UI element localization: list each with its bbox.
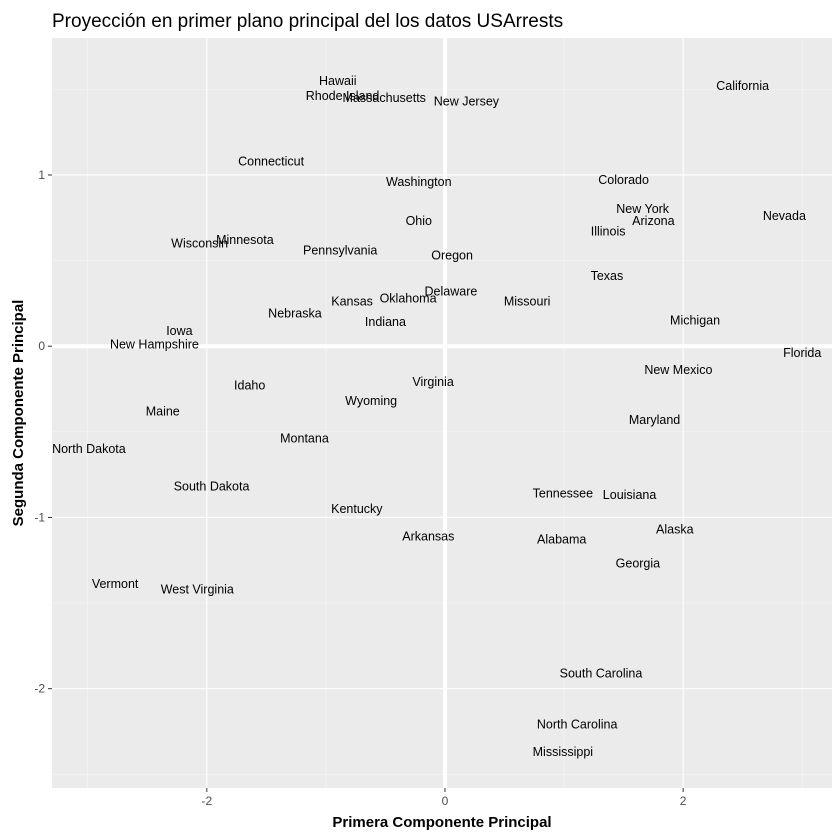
y-axis-title: Segunda Componente Principal	[10, 300, 27, 527]
state-label: Maryland	[629, 413, 680, 427]
state-label: Rhode Island	[306, 89, 380, 103]
state-label: Mississippi	[533, 745, 593, 759]
chart-title: Proyección en primer plano principal del…	[52, 11, 563, 32]
state-label: Wisconsin	[171, 236, 228, 250]
state-label: Kansas	[331, 295, 373, 309]
state-label: South Dakota	[174, 480, 250, 494]
state-label: California	[716, 79, 769, 93]
state-label: Nebraska	[268, 307, 322, 321]
state-label: New York	[616, 202, 670, 216]
state-label: Oklahoma	[380, 291, 437, 305]
state-label: Oregon	[431, 248, 473, 262]
state-label: Vermont	[92, 577, 139, 591]
y-tick-label: -1	[34, 510, 45, 524]
state-label: Pennsylvania	[303, 243, 377, 257]
state-label: Montana	[280, 432, 329, 446]
state-label: North Carolina	[537, 718, 618, 732]
state-label: Missouri	[504, 295, 551, 309]
state-label: Delaware	[425, 284, 478, 298]
y-tick-label: 1	[38, 168, 45, 182]
state-label: North Dakota	[52, 442, 126, 456]
state-label: Texas	[591, 269, 624, 283]
state-label: West Virginia	[161, 582, 234, 596]
state-label: New Hampshire	[110, 338, 199, 352]
state-label: Illinois	[591, 224, 626, 238]
state-label: Connecticut	[238, 154, 305, 168]
y-tick-label: 0	[38, 339, 45, 353]
state-label: Iowa	[166, 324, 192, 338]
x-tick-label: 2	[680, 794, 687, 808]
state-label: Arizona	[632, 214, 674, 228]
state-label: Michigan	[670, 314, 720, 328]
state-label: Wyoming	[345, 394, 397, 408]
state-label: Alabama	[537, 533, 586, 547]
state-label: Kentucky	[331, 502, 383, 516]
state-label: Louisiana	[603, 488, 657, 502]
state-label: Virginia	[412, 375, 454, 389]
state-label: Colorado	[598, 173, 649, 187]
state-label: Massachusetts	[343, 91, 426, 105]
state-label: Florida	[783, 346, 821, 360]
state-label: Alaska	[656, 522, 694, 536]
x-tick-label: -2	[201, 794, 212, 808]
state-label: Tennessee	[533, 486, 594, 500]
state-label: South Carolina	[560, 666, 643, 680]
plot-panel	[52, 38, 832, 788]
x-axis: -2 0 2	[201, 788, 687, 808]
y-tick-label: -2	[34, 682, 45, 696]
state-label: Minnesota	[216, 233, 274, 247]
x-tick-label: 0	[442, 794, 449, 808]
state-label: Washington	[386, 175, 452, 189]
state-label: Maine	[146, 404, 180, 418]
state-label: Georgia	[616, 557, 661, 571]
state-label: Ohio	[406, 214, 432, 228]
state-label: Arkansas	[402, 529, 454, 543]
minor-grid	[52, 38, 832, 788]
state-label: Hawaii	[319, 74, 357, 88]
state-label: Indiana	[365, 315, 406, 329]
reference-lines	[52, 38, 832, 788]
state-label: New Jersey	[434, 94, 500, 108]
state-label: Nevada	[763, 209, 806, 223]
y-axis: -2 -1 0 1	[34, 168, 52, 696]
x-axis-title: Primera Componente Principal	[332, 814, 551, 831]
state-label: New Mexico	[644, 363, 712, 377]
state-label: Idaho	[234, 379, 265, 393]
